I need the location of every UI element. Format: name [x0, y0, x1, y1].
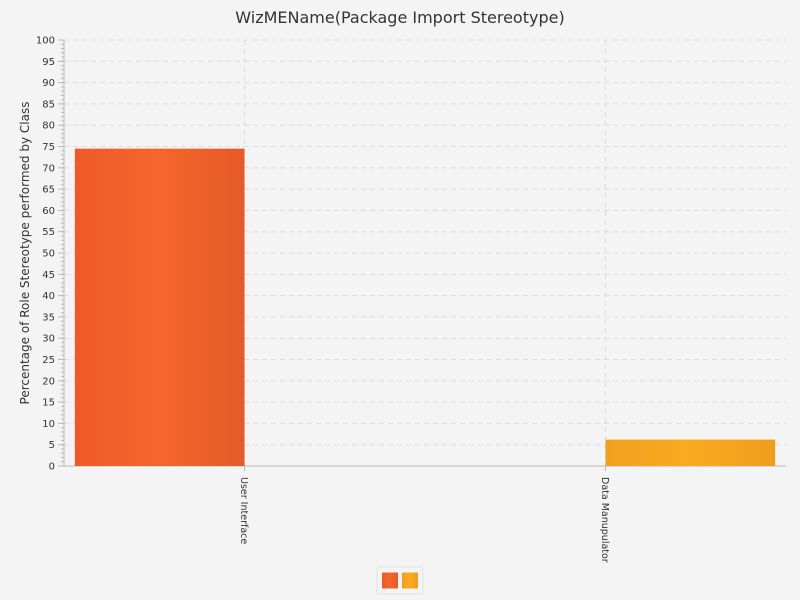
y-tick-label: 35	[42, 312, 55, 323]
y-tick-label: 40	[42, 291, 55, 302]
y-tick-label: 50	[42, 249, 55, 260]
y-tick-label: 90	[42, 78, 55, 89]
y-tick-label: 75	[42, 142, 55, 153]
legend	[376, 566, 424, 595]
legend-swatch	[402, 572, 418, 589]
y-tick-label: 20	[42, 376, 55, 387]
y-tick-label: 80	[42, 121, 55, 132]
y-tick-label: 85	[42, 99, 55, 110]
bars	[74, 148, 776, 466]
bar	[605, 439, 776, 466]
y-tick-label: 95	[42, 57, 55, 68]
y-tick-label: 5	[49, 440, 55, 451]
y-tick-label: 15	[42, 398, 55, 409]
y-axis-label: Percentage of Role Stereotype performed …	[18, 102, 32, 405]
y-tick-label: 100	[36, 36, 55, 47]
y-tick-label: 65	[42, 185, 55, 196]
y-tick-label: 45	[42, 270, 55, 281]
x-tick-label: Data Manupulator	[599, 477, 610, 563]
legend-swatch	[382, 572, 398, 589]
x-axis: User Interface Data Manupulator	[238, 466, 610, 563]
y-tick-label: 55	[42, 227, 55, 238]
y-tick-label: 10	[42, 419, 55, 430]
y-tick-label: 60	[42, 206, 55, 217]
y-tick-label: 70	[42, 163, 55, 174]
y-axis: 0 5 10 15 20 25 30 35 40 45 50 55 60 65 70 75 80 85 90 95 10…	[36, 36, 786, 473]
bar	[74, 148, 245, 466]
y-tick-label: 0	[49, 462, 55, 473]
y-tick-label: 30	[42, 334, 55, 345]
chart-title: WizMEName(Package Import Stereotype)	[235, 8, 564, 27]
x-tick-label: User Interface	[238, 477, 249, 544]
y-tick-label: 25	[42, 355, 55, 366]
